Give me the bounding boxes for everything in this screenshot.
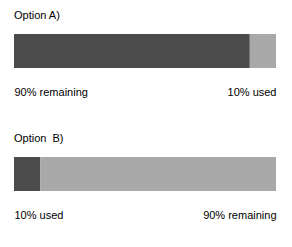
svg-text:10% used: 10% used — [15, 209, 64, 221]
svg-text:10% used: 10% used — [228, 86, 277, 98]
svg-text:90% remaining: 90% remaining — [203, 209, 276, 221]
html-text:Option B): Option B) — [14, 132, 64, 144]
html-text:Option A): Option A) — [14, 9, 60, 21]
svg-text:90% remaining: 90% remaining — [15, 86, 88, 98]
